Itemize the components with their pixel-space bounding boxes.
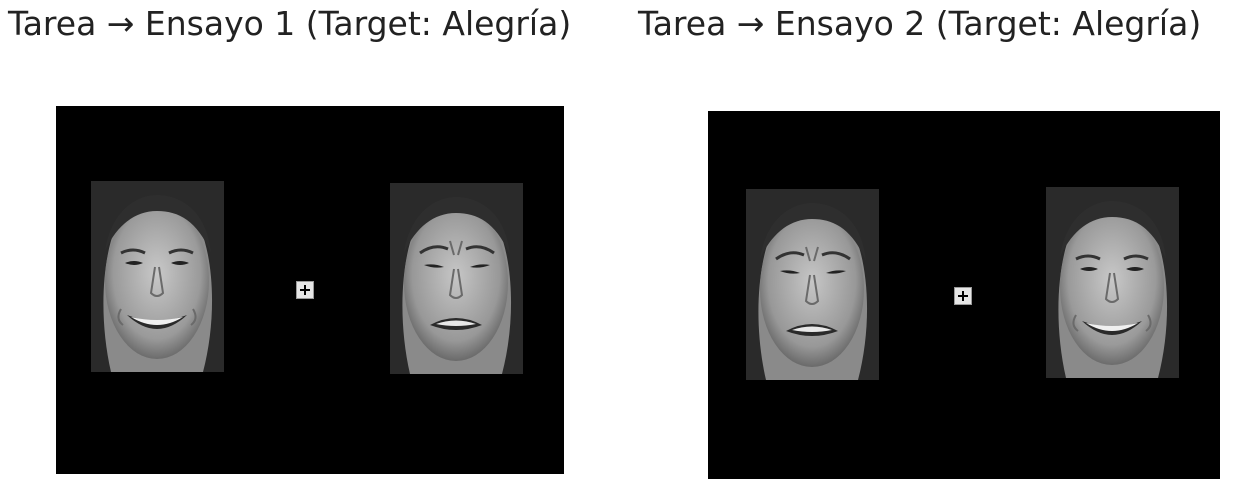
fixation-cross [954,287,972,305]
trial-1-stimulus-screen [56,106,564,474]
fixation-cross [296,281,314,299]
trial-1-title: Tarea → Ensayo 1 (Target: Alegría) [8,4,572,43]
happy-face-image [1046,187,1179,378]
trial-2-stimulus-screen [708,111,1220,479]
sad-face-image [746,189,879,380]
sad-face-image [390,183,523,374]
trial-2-title: Tarea → Ensayo 2 (Target: Alegría) [638,4,1202,43]
happy-face-image [91,181,224,372]
